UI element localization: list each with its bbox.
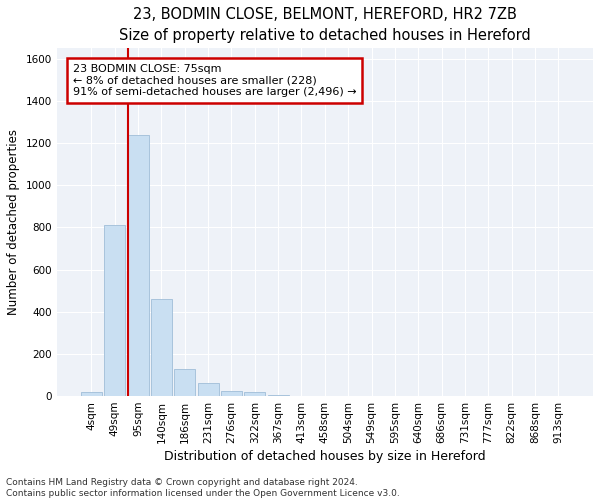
Text: 23 BODMIN CLOSE: 75sqm
← 8% of detached houses are smaller (228)
91% of semi-det: 23 BODMIN CLOSE: 75sqm ← 8% of detached … (73, 64, 356, 97)
Bar (175, 368, 196, 396)
Bar (221, 391, 242, 396)
Bar (128, 134, 149, 396)
Y-axis label: Number of detached properties: Number of detached properties (7, 129, 20, 315)
Text: Contains HM Land Registry data © Crown copyright and database right 2024.
Contai: Contains HM Land Registry data © Crown c… (6, 478, 400, 498)
Bar (104, 226, 125, 396)
X-axis label: Distribution of detached houses by size in Hereford: Distribution of detached houses by size … (164, 450, 485, 463)
Bar (197, 383, 218, 396)
Title: 23, BODMIN CLOSE, BELMONT, HEREFORD, HR2 7ZB
Size of property relative to detach: 23, BODMIN CLOSE, BELMONT, HEREFORD, HR2… (119, 7, 531, 43)
Bar (151, 299, 172, 396)
Bar (244, 392, 265, 396)
Bar (81, 392, 102, 396)
